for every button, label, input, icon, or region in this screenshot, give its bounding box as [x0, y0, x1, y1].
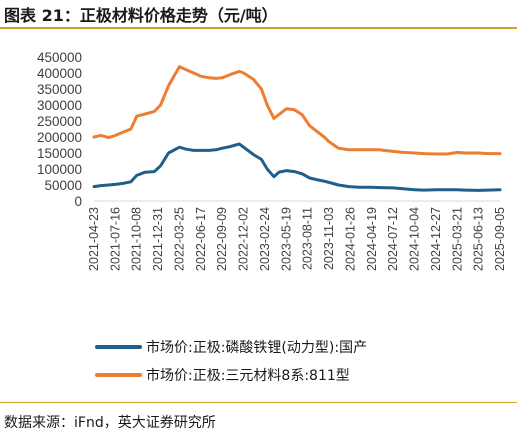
x-tick-label: 2022-06-17 [194, 207, 208, 271]
x-tick-label: 2024-12-27 [429, 207, 443, 271]
legend-label: 市场价:正极:磷酸铁锂(动力型):国产 [146, 339, 367, 356]
y-tick-label: 350000 [37, 82, 82, 97]
legend-label: 市场价:正极:三元材料8系:811型 [146, 367, 350, 384]
x-tick-label: 2023-08-11 [301, 207, 315, 270]
figure-title: 图表 21：正极材料价格走势（元/吨） [4, 6, 278, 25]
x-tick-label: 2025-03-21 [450, 207, 464, 271]
x-tick-label: 2022-03-25 [172, 207, 186, 271]
y-tick-label: 450000 [37, 50, 82, 65]
y-tick-label: 400000 [37, 66, 82, 81]
x-tick-label: 2025-06-13 [472, 207, 486, 271]
series-line-ncm811 [92, 65, 502, 156]
source-note: 数据来源：iFnd，英大证券研究所 [4, 415, 216, 431]
y-tick-label: 100000 [37, 162, 82, 177]
x-tick-label: 2024-07-12 [386, 207, 400, 271]
x-tick-label: 2021-10-08 [130, 207, 144, 271]
x-tick-label: 2024-01-26 [343, 207, 357, 271]
y-tick-label: 150000 [37, 146, 82, 161]
x-tick-label: 2024-10-04 [408, 207, 422, 271]
series-line-lfp [92, 142, 502, 192]
x-tick-label: 2023-05-19 [279, 207, 293, 271]
y-tick-label: 200000 [37, 130, 82, 145]
x-tick-label: 2024-04-19 [365, 207, 379, 271]
y-axis: 0500001000001500002000002500003000003500… [37, 50, 82, 209]
title-rule [0, 27, 517, 29]
y-tick-label: 50000 [44, 178, 82, 193]
x-tick-label: 2022-12-02 [237, 207, 251, 271]
y-tick-label: 300000 [37, 98, 82, 113]
y-tick-label: 0 [74, 194, 82, 209]
price-chart: 0500001000001500002000002500003000003500… [37, 50, 507, 384]
x-tick-label: 2023-11-03 [322, 207, 336, 270]
x-tick-label: 2021-12-31 [151, 207, 165, 271]
series-layer [92, 65, 502, 192]
x-tick-label: 2025-09-05 [493, 207, 507, 271]
source-rule [0, 402, 517, 403]
x-tick-label: 2022-09-09 [215, 207, 229, 271]
y-tick-label: 250000 [37, 114, 82, 129]
x-axis: 2021-04-23 2021-07-16 2021-10-08 2021-12-31… [87, 200, 507, 271]
x-tick-label: 2021-04-23 [87, 207, 101, 271]
x-tick-label: 2021-07-16 [108, 207, 122, 271]
x-tick-label: 2023-02-24 [258, 207, 272, 271]
